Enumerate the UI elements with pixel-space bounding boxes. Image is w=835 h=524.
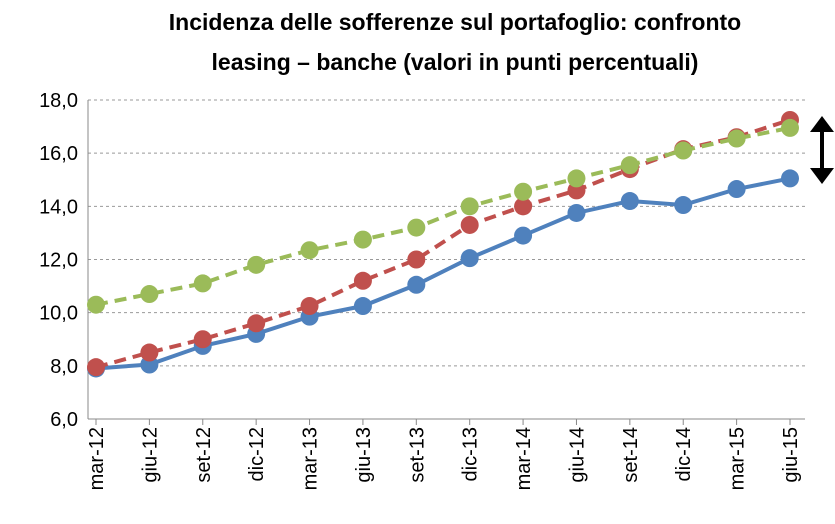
marker [407, 275, 426, 294]
marker [460, 197, 479, 216]
x-tick-label: mar-14 [513, 427, 535, 490]
marker [514, 197, 533, 216]
marker [193, 330, 212, 349]
x-tick-label: dic-13 [460, 427, 482, 481]
y-tick-label: 10,0 [39, 303, 78, 325]
chart-title: Incidenza delle sofferenze sul portafogl… [169, 9, 741, 35]
marker [247, 314, 266, 333]
x-tick-label: mar-15 [727, 427, 749, 490]
marker [514, 226, 533, 245]
marker [781, 169, 799, 188]
marker [514, 182, 533, 201]
marker [407, 250, 426, 269]
marker [460, 215, 479, 234]
y-tick-label: 16,0 [39, 143, 78, 165]
x-tick-label: giu-13 [353, 427, 375, 483]
marker [300, 241, 319, 260]
marker [140, 285, 159, 304]
series-line [95, 125, 791, 307]
x-tick-label: set-13 [406, 427, 428, 483]
marker [620, 192, 639, 211]
double-arrow [810, 116, 834, 184]
marker [300, 297, 319, 316]
y-tick-label: 6,0 [50, 409, 78, 431]
x-tick-label: mar-13 [300, 427, 322, 490]
marker [140, 343, 159, 362]
marker [674, 141, 693, 160]
x-tick-label: giu-12 [139, 427, 161, 483]
x-tick-label: set-12 [193, 427, 215, 483]
marker [87, 358, 105, 377]
marker [620, 156, 639, 175]
marker [567, 169, 586, 188]
x-tick-label: dic-12 [246, 427, 268, 481]
chart-title: leasing – banche (valori in punti percen… [212, 49, 699, 75]
x-tick-label: dic-14 [673, 427, 695, 481]
x-tick-label: mar-12 [86, 427, 108, 490]
marker [727, 129, 746, 148]
marker [567, 203, 586, 222]
y-tick-label: 14,0 [39, 196, 78, 218]
x-tick-label: giu-15 [780, 427, 802, 483]
marker [353, 271, 372, 290]
marker [353, 230, 372, 249]
x-tick-label: set-14 [620, 427, 642, 483]
marker [407, 218, 426, 237]
y-tick-label: 18,0 [39, 90, 78, 112]
marker [727, 180, 746, 199]
marker [193, 274, 212, 293]
y-tick-label: 8,0 [50, 356, 78, 378]
marker [674, 196, 693, 215]
marker [87, 295, 105, 314]
marker [460, 249, 479, 268]
marker [781, 118, 799, 137]
marker [247, 255, 266, 274]
x-tick-label: giu-14 [566, 427, 588, 483]
marker [353, 297, 372, 316]
y-tick-label: 12,0 [39, 250, 78, 272]
